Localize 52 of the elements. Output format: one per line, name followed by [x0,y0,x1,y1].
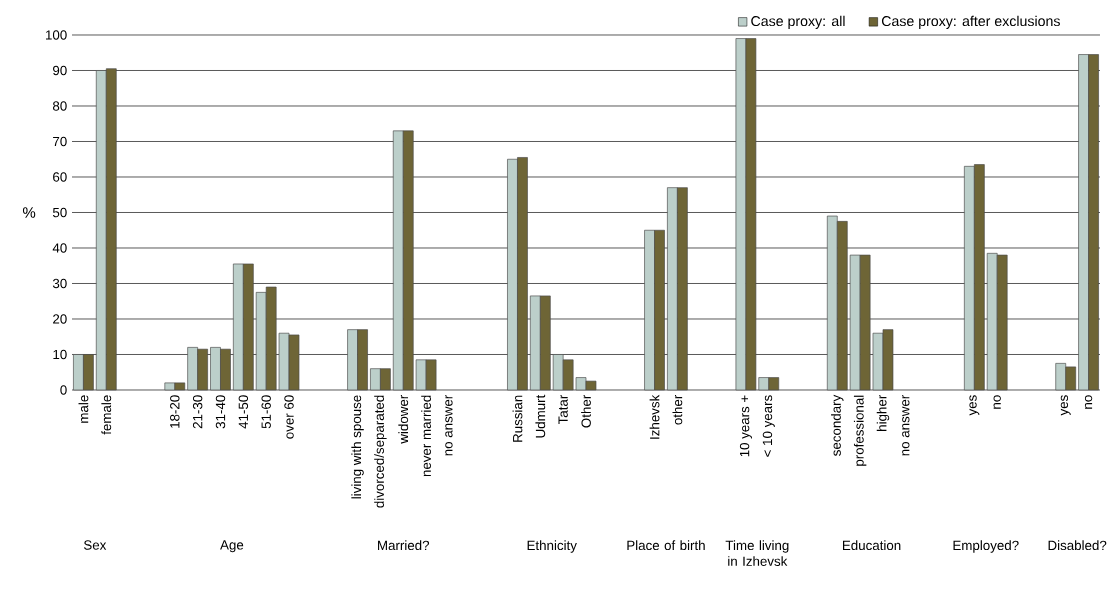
text: Place of birth [627,540,705,551]
text: Employed? [953,540,1019,553]
x-tick-label: Izhevsk [649,394,660,439]
legend-label: Case proxy: all [751,15,845,29]
x-tick-label: other [672,395,683,425]
x-tick-label: 41-50 [238,395,249,429]
y-tick-label: 100 [46,30,67,40]
x-tick-label: no answer [445,395,453,456]
x-tick-label: female [101,395,112,435]
x-tick-label: over 60 [284,395,294,439]
x-tick-label: Other [581,395,591,428]
x-tick-label: Russian [512,395,523,442]
y-tick-label: 0 [60,385,67,395]
x-tick-label: never married [421,395,431,477]
x-tick-label: professional [853,395,867,466]
text: Married? [378,540,430,551]
x-tick-label: divorced/separated [374,395,387,508]
x-tick-label: Tatar [558,394,568,425]
y-tick-label: 10 [53,349,67,360]
x-tick-label: Udmurt [535,394,546,438]
x-tick-label: no [1084,395,1093,409]
x-tick-label: no [993,395,1001,409]
text: Ethnicity [527,540,577,553]
y-tick-label: 90 [53,65,67,76]
x-tick-label: no answer [902,395,910,456]
y-tick-label: 70 [53,136,67,147]
y-tick-label: 80 [52,101,67,111]
y-tick-label: 20 [53,314,67,324]
y-tick-label: 60 [53,172,67,182]
x-tick-label: < 10 years [762,395,775,457]
y-tick-label: 30 [52,278,67,289]
x-tick-label: 10 years + [739,395,752,457]
y-tick-label: 50 [52,207,67,218]
x-tick-label: widower [398,395,409,444]
legend-label: Case proxy: after exclusions [881,15,1060,29]
y-tick-label: 40 [52,243,67,253]
x-tick-label: 21-30 [192,395,203,429]
text: Disabled? [1048,540,1107,551]
x-tick-label: 31-40 [215,395,226,429]
y-axis-title: % [22,207,36,218]
x-tick-label: 51-60 [261,395,271,429]
x-tick-label: yes [969,395,980,416]
x-tick-label: living with spouse [351,395,364,499]
text: Education [843,540,901,551]
x-tick-label: secondary [831,394,844,456]
x-tick-label: male [78,395,89,423]
x-tick-label: higher [876,395,890,431]
text: Age [220,540,244,553]
x-tick-label: 18-20 [170,395,180,428]
text: Time living in Izhevsk [725,540,789,566]
x-tick-label: yes [1060,395,1071,416]
text: Sex [83,540,107,550]
